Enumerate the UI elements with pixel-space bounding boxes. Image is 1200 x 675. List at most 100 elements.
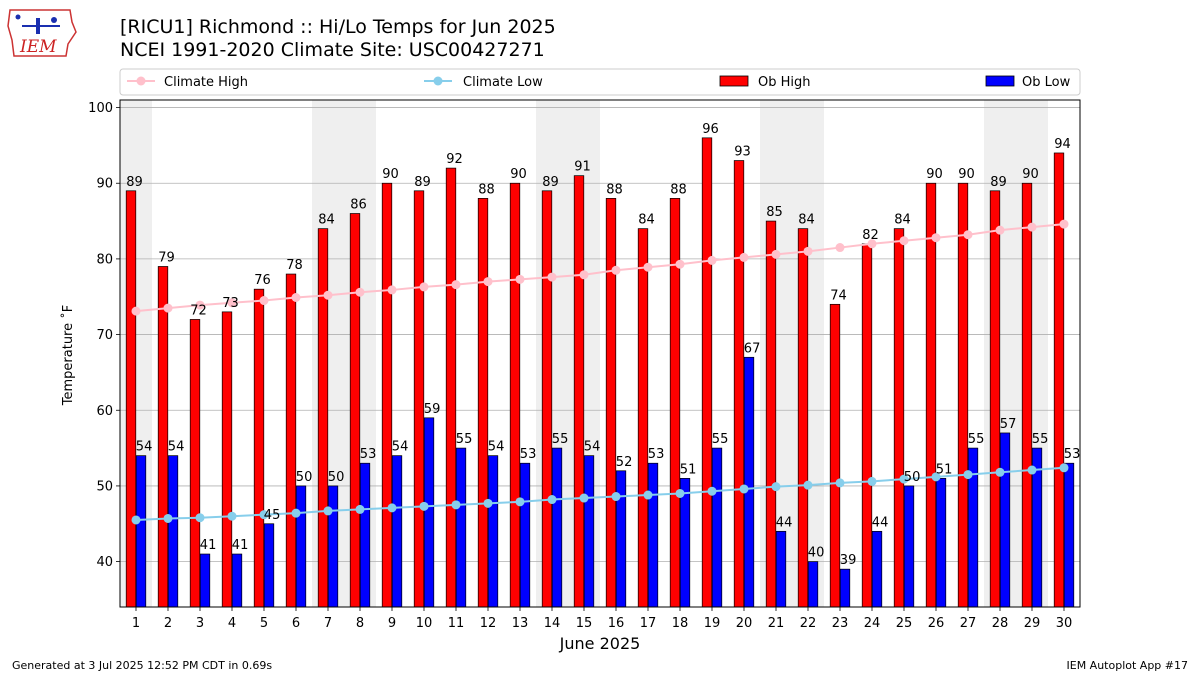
climate-low-point	[387, 503, 397, 513]
ob-low-bar	[775, 530, 787, 608]
climate-low-point	[227, 511, 237, 521]
climate-high-point	[675, 259, 685, 269]
ob-high-bar	[925, 182, 937, 608]
ob-low-bar	[135, 455, 147, 608]
ob-high-label: 91	[574, 160, 591, 175]
ob-low-label: 67	[744, 341, 761, 356]
ob-high-bar	[733, 160, 745, 608]
ob-high-bar	[221, 311, 233, 608]
ob-low-label: 53	[648, 447, 665, 462]
climate-low-point	[323, 506, 333, 516]
x-tick-label: 24	[864, 616, 881, 631]
climate-high-point	[707, 255, 717, 265]
ob-low-label: 51	[936, 462, 953, 477]
ob-low-label: 53	[520, 447, 537, 462]
ob-low-bar	[455, 447, 467, 608]
ob-low-label: 54	[136, 440, 153, 455]
ob-low-bar	[167, 455, 179, 608]
ob-high-label: 86	[350, 198, 367, 213]
climate-high-point	[995, 225, 1005, 235]
climate-high-point	[1059, 219, 1069, 229]
ob-high-bar	[573, 175, 585, 608]
x-tick-label: 27	[960, 616, 977, 631]
ob-high-bar	[509, 182, 521, 608]
ob-high-label: 79	[158, 250, 175, 265]
ob-high-bar	[541, 190, 553, 608]
ob-low-bar	[551, 447, 563, 608]
ob-low-bar	[519, 462, 531, 608]
ob-low-bar	[647, 462, 659, 608]
ob-high-label: 90	[926, 167, 943, 182]
climate-low-point	[739, 484, 749, 494]
climate-high-point	[579, 270, 589, 280]
legend: Climate High Climate Low Ob High Ob Low	[119, 68, 1081, 96]
ob-low-bar	[743, 356, 755, 608]
x-tick-label: 14	[544, 616, 561, 631]
climate-high-point	[387, 285, 397, 295]
climate-high-point	[803, 246, 813, 256]
x-tick-label: 3	[196, 616, 204, 631]
climate-low-point	[131, 515, 141, 525]
ob-high-bar	[125, 190, 137, 608]
ob-high-label: 84	[798, 213, 815, 228]
climate-high-point	[643, 262, 653, 272]
ob-high-label: 88	[606, 182, 623, 197]
legend-item-ob-high: Ob High	[719, 75, 811, 90]
ob-high-label: 72	[190, 303, 207, 318]
ob-high-bar	[349, 213, 361, 608]
x-tick-label: 5	[260, 616, 268, 631]
ob-low-label: 53	[1064, 447, 1081, 462]
climate-low-line	[135, 466, 1065, 521]
ob-low-label: 50	[328, 470, 345, 485]
ob-low-label: 54	[392, 440, 409, 455]
ob-low-label: 50	[904, 470, 921, 485]
ob-high-bar	[477, 198, 489, 608]
ob-high-bar	[669, 198, 681, 608]
y-tick-label: 80	[96, 252, 113, 267]
legend-label-climate-low: Climate Low	[463, 75, 543, 90]
climate-high-point	[963, 230, 973, 240]
ob-low-bar	[583, 455, 595, 608]
climate-high-point	[323, 290, 333, 300]
ob-high-label: 90	[958, 167, 975, 182]
ob-low-bar	[391, 455, 403, 608]
ob-high-label: 76	[254, 273, 271, 288]
x-tick-label: 15	[576, 616, 593, 631]
x-tick-label: 10	[416, 616, 433, 631]
ob-high-bar	[317, 228, 329, 608]
ob-low-label: 41	[200, 538, 217, 553]
climate-high-point	[355, 287, 365, 297]
legend-label-climate-high: Climate High	[164, 75, 248, 90]
ob-high-bar	[285, 273, 297, 608]
y-tick-label: 50	[96, 479, 113, 494]
ob-high-label: 84	[318, 213, 335, 228]
ob-low-label: 54	[584, 440, 601, 455]
climate-low-point	[899, 474, 909, 484]
climate-high-point	[547, 272, 557, 282]
ob-low-bar	[711, 447, 723, 608]
ob-high-bar	[445, 167, 457, 608]
climate-low-point	[355, 504, 365, 514]
climate-low-point	[1059, 463, 1069, 473]
chart-title: [RICU1] Richmond :: Hi/Lo Temps for Jun …	[120, 16, 556, 38]
x-tick-label: 12	[480, 616, 497, 631]
ob-low-label: 53	[360, 447, 377, 462]
x-tick-label: 30	[1056, 616, 1073, 631]
ob-low-bar	[903, 485, 915, 608]
ob-high-label: 92	[446, 152, 463, 167]
ob-high-bar	[797, 228, 809, 608]
ob-low-bar	[999, 432, 1011, 608]
ob-high-label: 94	[1054, 137, 1071, 152]
climate-high-point	[227, 298, 237, 308]
x-tick-label: 18	[672, 616, 689, 631]
ob-low-bar	[871, 530, 883, 608]
ob-low-label: 59	[424, 402, 441, 417]
ob-low-bar	[359, 462, 371, 608]
ob-high-label: 73	[222, 296, 239, 311]
climate-low-point	[515, 497, 525, 507]
climate-low-point	[675, 488, 685, 498]
x-tick-label: 4	[228, 616, 236, 631]
ob-low-label: 55	[552, 432, 569, 447]
ob-low-label: 44	[776, 515, 793, 530]
y-tick-label: 90	[96, 177, 113, 192]
